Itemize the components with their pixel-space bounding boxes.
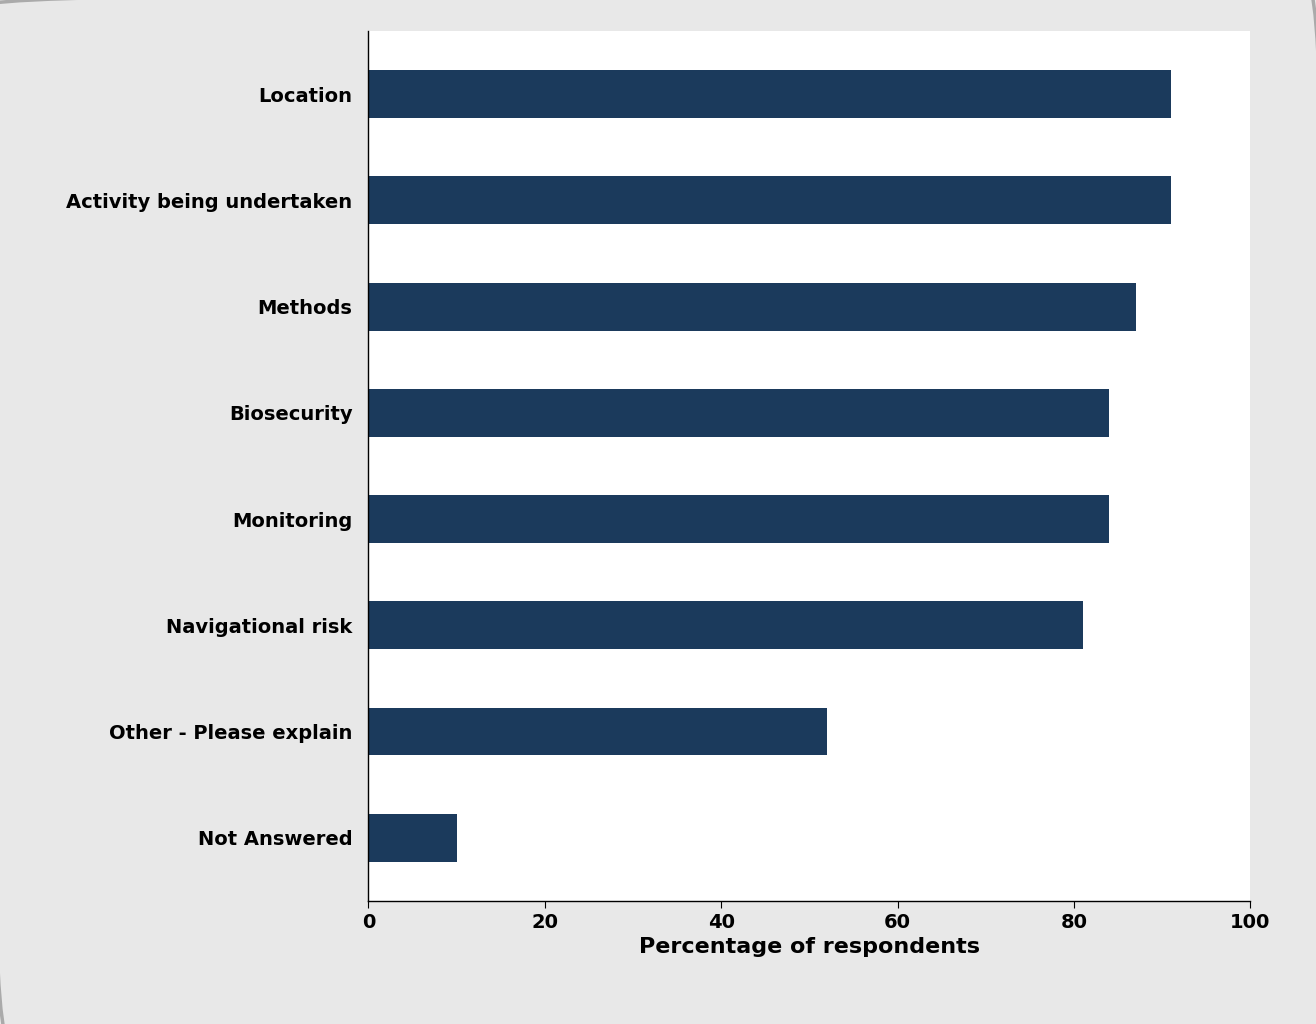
Bar [368, 176, 1171, 224]
Bar [368, 71, 1171, 118]
Bar [368, 601, 1083, 649]
X-axis label: Percentage of respondents: Percentage of respondents [638, 938, 980, 957]
Bar [368, 708, 826, 756]
Bar [368, 496, 1109, 543]
Bar [368, 814, 457, 861]
Bar [368, 283, 1136, 331]
Bar [368, 389, 1109, 436]
